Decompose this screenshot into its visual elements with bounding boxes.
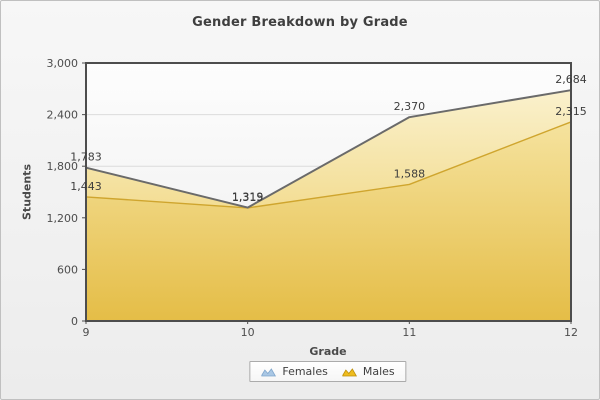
females-area-icon bbox=[261, 367, 277, 376]
area-males bbox=[86, 121, 571, 321]
data-label-males: 1,443 bbox=[70, 180, 102, 193]
data-label-males: 1,588 bbox=[394, 167, 426, 180]
y-tick-label: 0 bbox=[71, 315, 78, 328]
data-label-males: 2,315 bbox=[555, 105, 587, 118]
plot-border bbox=[85, 62, 572, 322]
x-axis-title: Grade bbox=[309, 345, 347, 358]
y-tick-label: 3,000 bbox=[47, 57, 79, 70]
x-tick-label: 11 bbox=[402, 326, 416, 339]
line-males bbox=[85, 121, 572, 209]
x-tick-label: 12 bbox=[564, 326, 578, 339]
data-label-females: 1,319 bbox=[232, 191, 264, 204]
y-tick-label: 1,200 bbox=[47, 212, 79, 225]
legend: Females Males bbox=[249, 361, 407, 382]
data-label-males: 1,315 bbox=[232, 191, 264, 204]
data-label-females: 1,783 bbox=[70, 151, 102, 164]
y-tick-label: 600 bbox=[57, 263, 78, 276]
data-label-females: 2,684 bbox=[555, 73, 587, 86]
line-females bbox=[85, 89, 572, 209]
data-label-females: 2,370 bbox=[394, 100, 426, 113]
y-tick-label: 1,800 bbox=[47, 160, 79, 173]
legend-label: Females bbox=[282, 365, 328, 378]
y-tick-label: 2,400 bbox=[47, 109, 79, 122]
legend-item-females[interactable]: Females bbox=[261, 365, 328, 378]
x-tick-label: 10 bbox=[241, 326, 255, 339]
legend-item-males[interactable]: Males bbox=[341, 365, 395, 378]
legend-label: Males bbox=[362, 365, 395, 378]
chart-title: Gender Breakdown by Grade bbox=[192, 15, 408, 30]
x-tick-label: 9 bbox=[83, 326, 90, 339]
males-area-icon bbox=[341, 367, 357, 376]
